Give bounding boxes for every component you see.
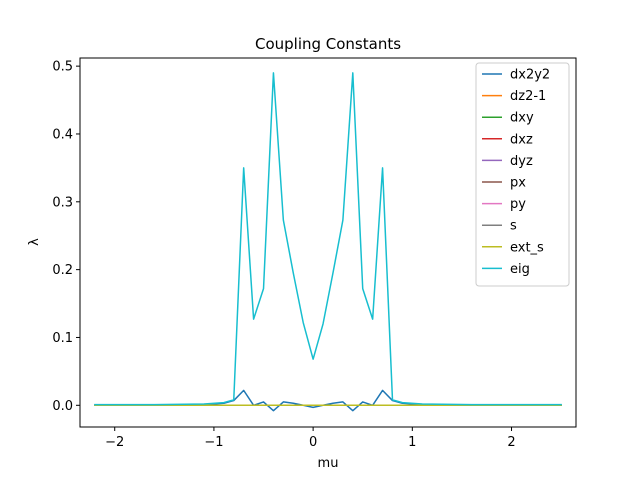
x-tick-label: −2 — [105, 435, 124, 450]
x-axis: −2 −1 0 1 2 — [105, 427, 516, 450]
legend-entry-label: dxy — [510, 111, 534, 126]
legend-entry-label: dz2-1 — [510, 89, 546, 104]
x-tick-label: 2 — [507, 435, 515, 450]
x-tick-label: 1 — [408, 435, 416, 450]
series-layer — [94, 72, 562, 412]
legend-entry-label: eig — [510, 262, 530, 277]
legend-box — [475, 62, 570, 287]
legend-entry-label: dxz — [510, 132, 533, 147]
y-tick-label: 0.3 — [52, 195, 73, 210]
legend-entry-label: ext_s — [510, 240, 544, 255]
y-axis-label: λ — [27, 238, 42, 246]
x-tick-label: −1 — [204, 435, 223, 450]
axes-frame — [79, 57, 577, 428]
y-tick-label: 0.5 — [52, 60, 73, 75]
legend-entry-label: px — [510, 176, 526, 191]
x-tick-label: 0 — [309, 435, 317, 450]
y-axis: 0.0 0.1 0.2 0.3 0.4 0.5 — [52, 60, 80, 414]
y-tick-label: 0.2 — [52, 263, 73, 278]
y-tick-label: 0.0 — [52, 399, 73, 414]
legend-entry-label: dyz — [510, 154, 533, 169]
chart-title: Coupling Constants — [255, 35, 401, 53]
legend-entry-label: py — [510, 197, 526, 212]
y-tick-label: 0.4 — [52, 127, 73, 142]
legend-entry-label: dx2y2 — [510, 68, 550, 83]
y-tick-label: 0.1 — [52, 331, 73, 346]
series-line-eig — [94, 72, 562, 406]
x-axis-label: mu — [318, 456, 339, 471]
legend-entry-label: s — [510, 219, 517, 234]
